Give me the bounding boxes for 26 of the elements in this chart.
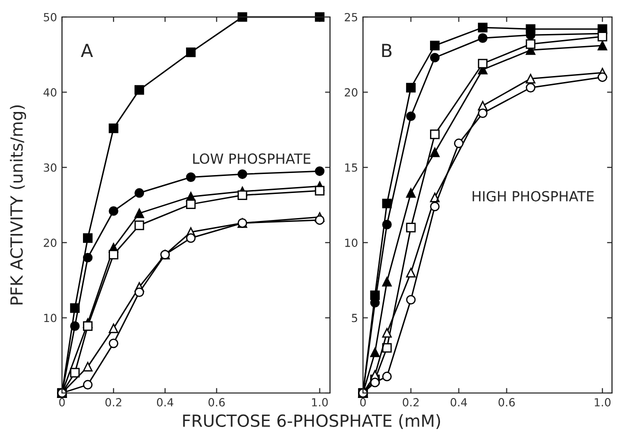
y-axis-title: PFK ACTIVITY (units/mg) <box>10 105 26 304</box>
text: B <box>382 44 392 58</box>
y-tick-label: 20 <box>344 88 358 97</box>
annotation: LOW PHOSPHATE <box>193 153 310 164</box>
y-tick-label: 20 <box>44 238 56 247</box>
annotation: HIGH PHOSPHATE <box>472 191 594 202</box>
x-tick-label: 0 <box>360 398 366 406</box>
x-tick-label: 0.4 <box>450 398 467 406</box>
x-tick-label: 0.6 <box>498 398 515 406</box>
x-tick-label: 0.4 <box>156 398 174 406</box>
x-tick-label: 0 <box>59 398 65 406</box>
y-tick-label: 10 <box>345 238 358 247</box>
y-tick-label: 50 <box>44 12 56 22</box>
x-tick-label: 0.2 <box>105 398 122 406</box>
y-tick-label: 30 <box>44 163 56 172</box>
y-tick-label: 40 <box>44 88 56 97</box>
y-tick-label: 25 <box>344 12 358 22</box>
x-tick-label: 1.0 <box>312 398 328 406</box>
y-tick-label: 15 <box>345 164 358 172</box>
x-tick-label: 1.0 <box>594 398 611 406</box>
text: A <box>80 44 93 58</box>
y-tick-label: 5 <box>352 314 358 322</box>
x-tick-label: 0.2 <box>402 398 419 406</box>
x-tick-label: 0.6 <box>208 398 225 406</box>
x-axis-title: FRUCTOSE 6-PHOSPHATE (mM) <box>183 414 440 429</box>
y-tick-label: 10 <box>44 314 56 322</box>
